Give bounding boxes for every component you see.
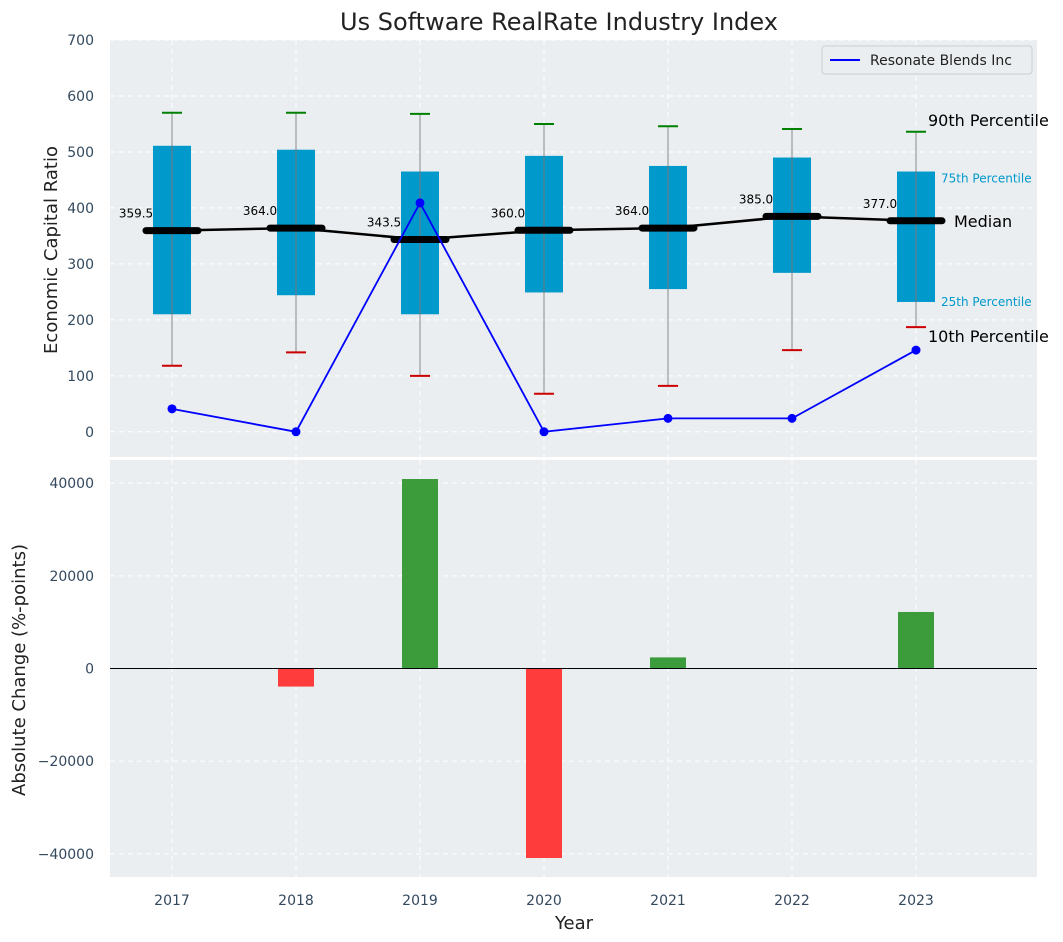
bottom-panel: −40000 −20000 0 20000 40000 2017 2018 2019 2020 2… (38, 460, 1037, 909)
bottom-y-tick-label: −20000 (38, 754, 94, 770)
series-point (663, 413, 673, 423)
annotation-p10: 10th Percentile (928, 327, 1049, 346)
change-bar (650, 657, 686, 669)
bottom-y-tick-label: 40000 (49, 476, 94, 492)
legend-label: Resonate Blends Inc (870, 53, 1012, 69)
change-bar (278, 668, 314, 687)
top-y-tick-label: 0 (85, 425, 94, 441)
x-tick-label: 2017 (154, 893, 190, 909)
top-plot-area (110, 40, 1037, 457)
annotation-p90: 90th Percentile (928, 111, 1049, 130)
series-point (291, 427, 301, 437)
series-point (787, 413, 797, 423)
median-value-label: 343.5 (367, 216, 401, 230)
median-value-label: 364.0 (615, 204, 649, 218)
legend-frame (821, 45, 1033, 75)
series-point (167, 404, 177, 414)
median-value-label: 364.0 (243, 204, 277, 218)
change-bar (898, 611, 934, 669)
top-y-tick-label: 200 (67, 313, 94, 329)
bottom-y-axis-label: Absolute Change (%-points) (9, 544, 30, 796)
top-y-axis-label: Economic Capital Ratio (41, 146, 62, 354)
x-tick-label: 2021 (650, 893, 686, 909)
median-value-label: 359.5 (119, 207, 153, 221)
series-point (415, 198, 425, 208)
top-y-tick-label: 500 (67, 145, 94, 161)
top-panel: 0 100 200 300 400 500 600 700 359.5 364.0 343.5 360… (67, 33, 1049, 457)
change-bar (526, 668, 562, 859)
x-tick-label: 2020 (526, 893, 562, 909)
x-tick-label: 2019 (402, 893, 438, 909)
x-tick-label: 2022 (774, 893, 810, 909)
x-tick-label: 2023 (898, 893, 934, 909)
legend: Resonate Blends Inc (821, 45, 1033, 75)
top-y-tick-label: 300 (67, 257, 94, 273)
annotation-median: Median (954, 212, 1012, 231)
annotation-p25: 25th Percentile (941, 295, 1032, 309)
bottom-y-tick-label: 0 (85, 662, 94, 678)
series-point (911, 345, 921, 355)
series-point (539, 427, 549, 437)
x-tick-label: 2018 (278, 893, 314, 909)
median-value-label: 360.0 (491, 206, 525, 220)
median-value-label: 377.0 (863, 197, 897, 211)
change-bar (402, 478, 438, 669)
bottom-y-tick-label: −40000 (38, 847, 94, 863)
annotation-p75: 75th Percentile (941, 172, 1032, 186)
top-y-tick-label: 100 (67, 369, 94, 385)
top-y-tick-label: 400 (67, 201, 94, 217)
bottom-y-tick-label: 20000 (49, 569, 94, 585)
top-y-tick-label: 600 (67, 89, 94, 105)
x-axis-label: Year (554, 913, 594, 934)
chart-title: Us Software RealRate Industry Index (340, 8, 778, 36)
top-y-tick-label: 700 (67, 33, 94, 49)
median-value-label: 385.0 (739, 192, 773, 206)
